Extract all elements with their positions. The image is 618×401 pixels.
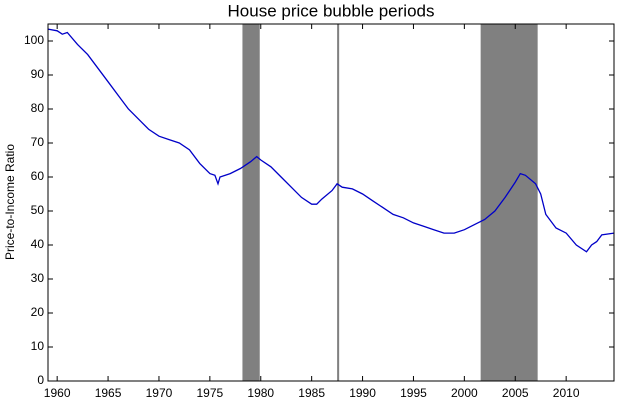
chart-title: House price bubble periods	[228, 1, 435, 20]
bubble-period	[337, 24, 340, 381]
y-tick-label: 0	[37, 373, 44, 387]
y-tick-label: 70	[31, 135, 45, 149]
x-tick-label: 1975	[197, 386, 224, 400]
y-axis-label: Price-to-Income Ratio	[3, 144, 17, 260]
plot-frame	[47, 23, 615, 382]
y-tick-label: 20	[31, 305, 45, 319]
y-tick-label: 80	[31, 101, 45, 115]
bubble-period	[480, 24, 538, 381]
x-tick-label: 1965	[95, 386, 122, 400]
y-tick-label: 50	[31, 203, 45, 217]
x-tick-label: 1960	[44, 386, 71, 400]
y-tick-label: 10	[31, 339, 45, 353]
y-tick-label: 30	[31, 271, 45, 285]
x-tick-label: 2005	[502, 386, 529, 400]
x-tick-label: 1990	[349, 386, 376, 400]
x-tick-label: 1985	[298, 386, 325, 400]
y-tick-label: 90	[31, 67, 45, 81]
price-line	[47, 28, 615, 253]
x-tick-label: 1980	[247, 386, 274, 400]
x-tick-label: 2010	[553, 386, 580, 400]
x-tick-label: 1995	[400, 386, 427, 400]
x-tick-label: 2000	[451, 386, 478, 400]
y-tick-label: 40	[31, 237, 45, 251]
bubble-period	[242, 24, 260, 381]
x-tick-label: 1970	[146, 386, 173, 400]
y-tick-label: 100	[24, 33, 44, 47]
y-tick-label: 60	[31, 169, 45, 183]
